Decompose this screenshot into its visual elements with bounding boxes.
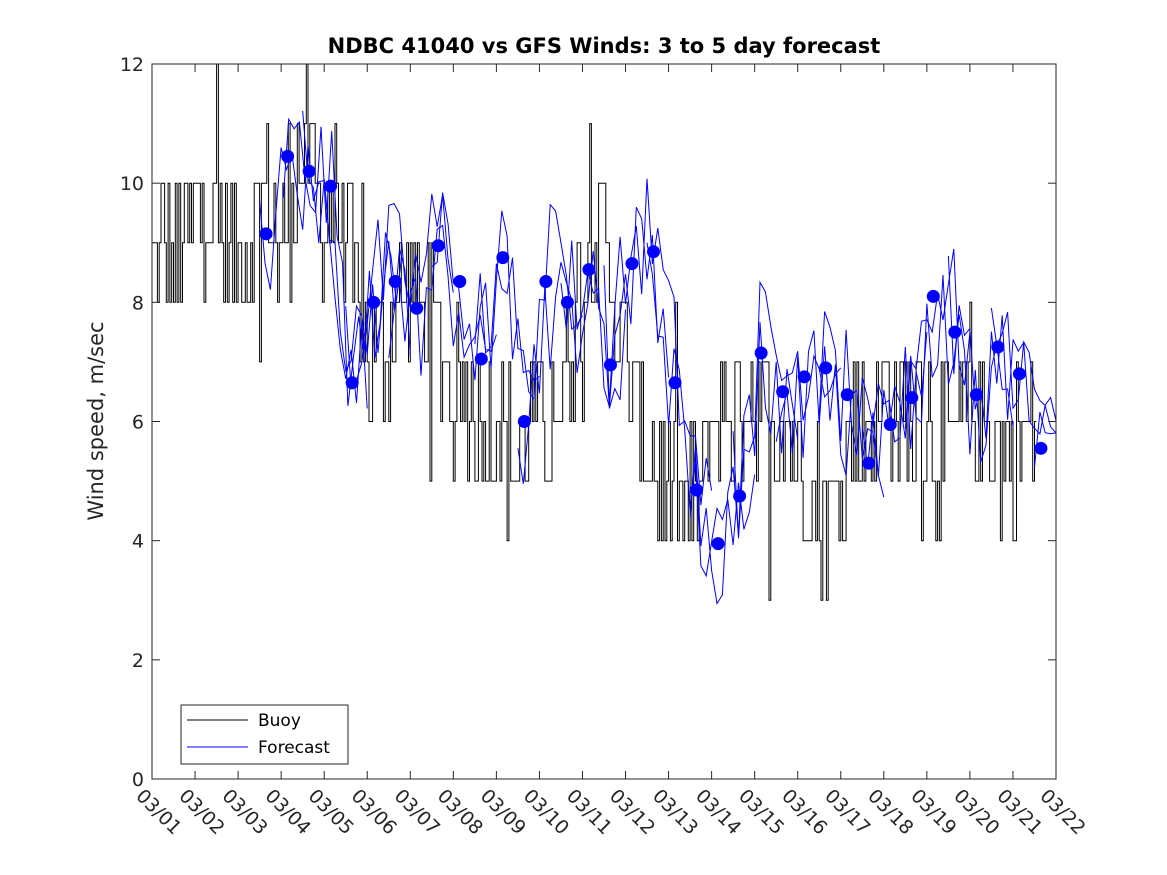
y-tick-label: 0 [132,769,144,791]
forecast-run-line [861,248,971,477]
forecast-marker [647,245,661,259]
forecast-marker [539,274,553,288]
forecast-marker [969,388,983,402]
legend-buoy-label: Buoy [258,711,301,731]
forecast-marker [431,239,445,253]
x-tick-label: 03/17 [820,785,874,839]
x-tick-label: 03/18 [863,785,917,839]
forecast-run-line [388,224,497,376]
forecast-marker [474,352,488,366]
forecast-run-line [732,280,842,539]
forecast-marker [733,489,747,503]
x-tick-label: 03/21 [992,785,1046,839]
forecast-marker [690,483,704,497]
forecast-run-line [603,178,713,506]
x-tick-label: 03/08 [433,785,487,839]
forecast-run-line [818,311,928,456]
x-tick-label: 03/05 [304,785,358,839]
forecast-run-line [431,192,540,382]
forecast-marker [517,415,531,428]
forecast-run-line [345,193,454,390]
forecast-marker [819,361,833,375]
forecast-marker [324,179,338,193]
y-axis-label: Wind speed, m/sec [84,321,108,520]
forecast-markers [259,149,1048,551]
forecast-marker [905,391,919,405]
forecast-marker [1012,367,1026,381]
y-tick-label: 6 [132,412,144,434]
x-tick-label: 03/19 [906,785,960,839]
forecast-marker [496,251,510,265]
x-tick-label: 03/07 [390,785,444,839]
forecast-run-line [1034,411,1057,468]
forecast-marker [1034,441,1048,455]
forecast-marker [883,417,897,431]
forecast-marker [948,325,962,339]
x-tick-label: 03/10 [519,785,573,839]
forecast-marker [259,227,273,241]
x-tick-label: 03/12 [605,785,659,839]
x-tick-label: 03/04 [261,785,315,839]
y-tick-label: 2 [132,650,144,672]
x-tick-label: 03/20 [949,785,1003,839]
forecast-marker [410,301,424,315]
buoy-series [152,63,1037,601]
forecast-run-line [474,203,583,401]
forecast-marker [388,274,402,288]
x-tick-label: 03/22 [1035,785,1089,839]
legend: Buoy Forecast [180,704,349,765]
forecast-marker [991,340,1005,354]
legend-forecast-label: Forecast [258,738,330,758]
forecast-marker [345,376,359,390]
legend-box [180,704,349,765]
x-tick-label: 03/02 [175,785,229,839]
x-tick-label: 03/13 [648,785,702,839]
x-tick-label: 03/09 [476,785,530,839]
forecast-marker [625,257,639,271]
forecast-marker [797,370,811,384]
forecast-marker [582,263,596,277]
x-tick-label: 03/01 [131,785,185,839]
chart-title: NDBC 41040 vs GFS Winds: 3 to 5 day fore… [328,34,881,58]
y-tick-label: 12 [120,54,144,76]
forecast-run-line [775,330,885,498]
forecast-marker [776,385,790,399]
forecast-run-line [282,117,403,406]
forecast-marker [840,388,854,402]
forecast-marker [281,149,295,163]
forecast-marker [560,295,574,309]
forecast-marker [603,358,617,372]
forecast-run-line [302,110,411,373]
forecast-marker [862,456,876,470]
x-tick-label: 03/06 [347,785,401,839]
forecast-marker [926,289,940,303]
x-tick-label: 03/16 [777,785,831,839]
forecast-marker [453,274,467,288]
forecast-marker [367,295,381,309]
y-axis: 0 2 4 6 8 10 12 [120,54,1056,791]
x-tick-label: 03/15 [734,785,788,839]
y-tick-label: 10 [120,173,144,195]
forecast-marker [754,346,768,360]
forecast-marker [302,164,316,178]
forecast-marker [668,376,682,390]
buoy-line [152,63,1037,601]
x-tick-label: 03/03 [218,785,272,839]
y-tick-label: 4 [132,531,144,553]
forecast-run-line [990,307,1057,434]
forecast-marker [711,537,725,551]
x-tick-label: 03/11 [562,785,616,839]
forecast-series [259,110,1057,605]
y-tick-label: 8 [132,292,144,314]
x-tick-label: 03/14 [691,785,745,839]
